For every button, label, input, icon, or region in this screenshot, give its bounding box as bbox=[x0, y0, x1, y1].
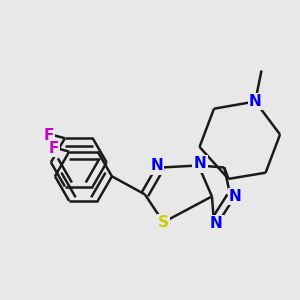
Text: S: S bbox=[158, 215, 169, 230]
Text: F: F bbox=[48, 141, 59, 156]
Text: N: N bbox=[150, 158, 163, 173]
Text: F: F bbox=[44, 128, 54, 143]
Text: N: N bbox=[210, 216, 223, 231]
Text: N: N bbox=[229, 189, 242, 204]
Text: N: N bbox=[194, 156, 206, 171]
Text: N: N bbox=[249, 94, 262, 109]
